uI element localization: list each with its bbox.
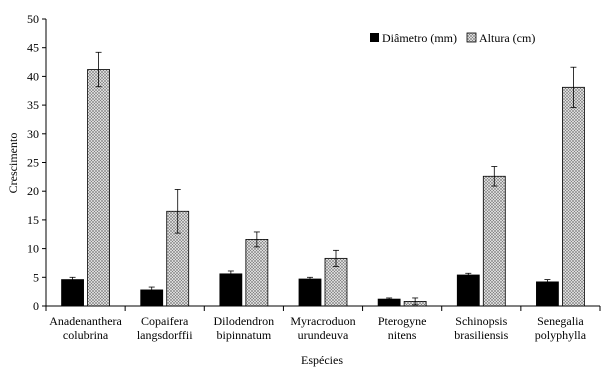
bar-altura-2 — [245, 239, 269, 307]
y-axis-title: Crescimento — [6, 133, 20, 194]
category-label-1: Copaifera langsdorffii — [137, 314, 193, 342]
legend: Diâmetro (mm) Altura (cm) — [370, 31, 535, 45]
category-labels: Anadenanthera colubrina Copaifera langsdorf… — [49, 314, 587, 342]
y-tick-label-0: 0 — [33, 299, 39, 313]
category-label-line: Pterogyne — [378, 314, 427, 328]
category-label-line: Copaifera — [141, 314, 189, 328]
y-tick-label-3: 15 — [27, 213, 39, 227]
bar-diametro-5 — [456, 274, 480, 307]
legend-swatch-altura — [466, 32, 477, 43]
bar-diametro-3 — [298, 278, 322, 307]
y-tick-label-4: 20 — [27, 184, 39, 198]
category-label-line: Myracroduon — [290, 314, 355, 328]
legend-label-altura: Altura (cm) — [479, 31, 535, 45]
bar-diametro-2 — [219, 273, 243, 307]
category-label-line: Dilodendron — [214, 314, 275, 328]
y-tick-label-10: 50 — [27, 12, 39, 26]
y-tick-label-5: 25 — [27, 156, 39, 170]
category-label-line: nitens — [388, 328, 417, 342]
category-label-line: colubrina — [63, 328, 109, 342]
bars — [61, 51, 585, 307]
category-label-line: Senegalia — [537, 314, 584, 328]
legend-label-diametro: Diâmetro (mm) — [382, 31, 457, 45]
category-label-line: Schinopsis — [455, 314, 507, 328]
category-label-line: urundeuva — [298, 328, 349, 342]
y-tick-label-2: 10 — [27, 242, 39, 256]
y-tick-label-7: 35 — [27, 98, 39, 112]
category-label-3: Myracroduon urundeuva — [290, 314, 355, 342]
y-tick-label-6: 30 — [27, 127, 39, 141]
y-tick-label-9: 45 — [27, 41, 39, 55]
bar-altura-6 — [562, 86, 585, 307]
category-label-2: Dilodendron bipinnatum — [214, 314, 275, 342]
category-label-5: Schinopsis brasiliensis — [454, 314, 508, 342]
bar-altura-0 — [87, 69, 110, 307]
category-label-line: polyphylla — [535, 328, 587, 342]
category-label-line: langsdorffii — [137, 328, 193, 342]
bar-altura-5 — [482, 175, 506, 307]
bar-diametro-6 — [536, 281, 559, 307]
y-axis: 0 5 10 15 20 25 30 35 40 45 50 — [27, 12, 47, 313]
y-tick-label-1: 5 — [33, 270, 39, 284]
category-label-0: Anadenanthera colubrina — [49, 314, 122, 342]
category-label-line: brasiliensis — [454, 328, 508, 342]
legend-swatch-diametro — [370, 33, 379, 42]
category-label-line: bipinnatum — [217, 328, 272, 342]
category-label-6: Senegalia polyphylla — [535, 314, 587, 342]
category-label-line: Anadenanthera — [49, 314, 122, 328]
x-axis-title: Espécies — [301, 353, 343, 367]
x-axis — [45, 305, 601, 311]
bar-diametro-0 — [61, 279, 84, 307]
category-label-4: Pterogyne nitens — [378, 314, 427, 342]
y-tick-label-8: 40 — [27, 69, 39, 83]
